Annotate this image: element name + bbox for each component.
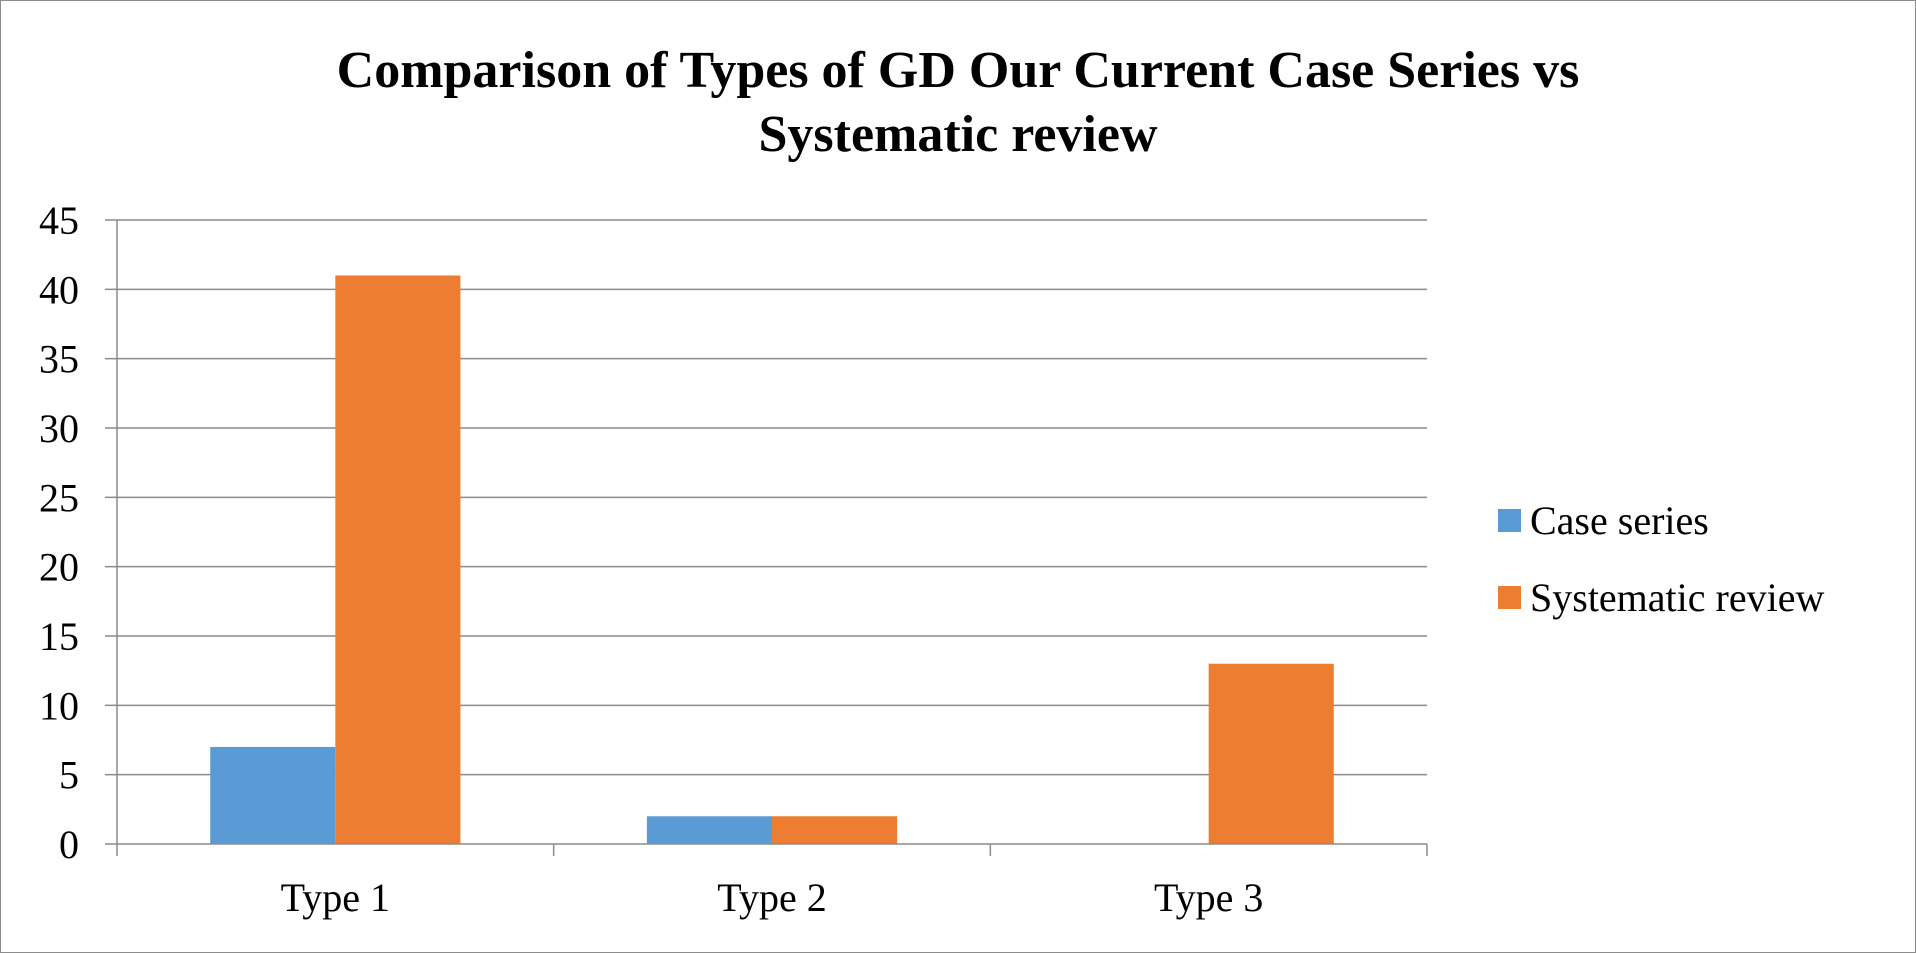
x-tick-label: Type 1	[281, 875, 390, 920]
chart-title-line-2: Systematic review	[758, 106, 1157, 163]
y-tick-label: 40	[39, 267, 79, 312]
axes: 0 5 10 15 20 25 30 35 40 45 Type 1 Type 2 Type 3	[39, 198, 1428, 920]
y-tick-label: 5	[59, 753, 79, 798]
x-tick-label: Type 2	[717, 875, 826, 920]
bar	[210, 746, 336, 844]
y-tick-label: 0	[59, 822, 79, 867]
chart-title-line-1: Comparison of Types of GD Our Current Ca…	[337, 42, 1580, 99]
x-tick-label: Type 3	[1154, 875, 1263, 920]
y-tick-label: 25	[39, 475, 79, 520]
bar	[772, 816, 898, 844]
bar	[335, 275, 461, 844]
y-tick-label: 45	[39, 198, 79, 243]
legend-label: Case series	[1530, 498, 1709, 543]
legend-label: Systematic review	[1530, 575, 1824, 620]
legend: Case series Systematic review	[1498, 498, 1824, 620]
legend-swatch	[1498, 509, 1521, 532]
y-tick-label: 15	[39, 614, 79, 659]
bar	[1208, 663, 1334, 844]
bar	[646, 816, 772, 844]
legend-swatch	[1498, 586, 1521, 609]
y-tick-label: 30	[39, 406, 79, 451]
bars	[210, 275, 1334, 844]
y-tick-label: 35	[39, 337, 79, 382]
y-tick-label: 20	[39, 545, 79, 590]
y-tick-label: 10	[39, 683, 79, 728]
